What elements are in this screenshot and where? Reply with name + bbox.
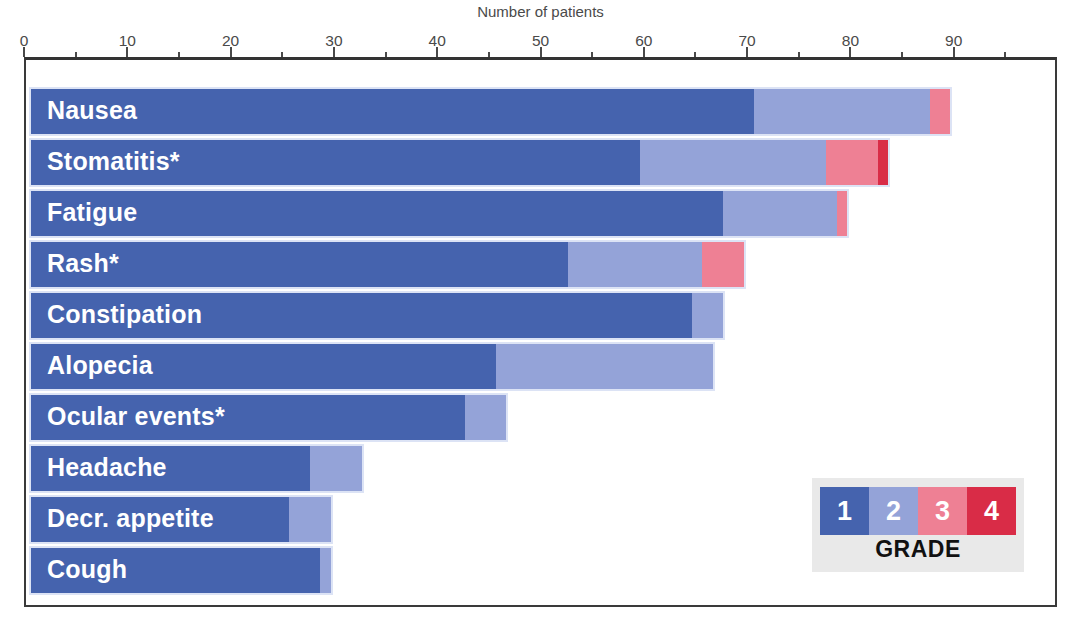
bar-segment-grade-3 [826, 140, 878, 185]
adverse-events-stacked-bar-chart: Number of patients 0 10 20 30 40 50 60 70 80 90 N… [0, 0, 1080, 623]
bar-category-label: Rash* [47, 249, 119, 278]
x-axis-tick-label: 20 [209, 32, 253, 50]
legend: 1234 GRADE [812, 478, 1024, 572]
x-axis-tick-label: 40 [415, 32, 459, 50]
x-axis-tick-label: 10 [105, 32, 149, 50]
x-axis-tick-label: 0 [2, 32, 46, 50]
legend-swatch-grade-3: 3 [918, 487, 967, 535]
bar-segment-grade-2 [568, 242, 702, 287]
bar-row: Stomatitis* [29, 138, 890, 187]
bar-row: Alopecia [29, 342, 715, 391]
bar-segment-grade-3 [702, 242, 743, 287]
bar-segment-grade-2 [289, 497, 330, 542]
bar-row: Fatigue [29, 189, 849, 238]
bar-segment-grade-4 [878, 140, 888, 185]
bar-segment-grade-2 [465, 395, 506, 440]
bar-category-label: Alopecia [47, 351, 153, 380]
bar-segment-grade-2 [723, 191, 837, 236]
bar-row: Decr. appetite [29, 495, 333, 544]
bar-segment-grade-3 [930, 89, 951, 134]
x-axis-tick-label: 80 [828, 32, 872, 50]
legend-swatch-grade-1: 1 [820, 487, 869, 535]
bar-category-label: Constipation [47, 300, 202, 329]
bar-row: Headache [29, 444, 364, 493]
legend-swatch-grade-2: 2 [869, 487, 918, 535]
legend-swatches: 1234 [812, 487, 1024, 535]
bar-segment-grade-2 [310, 446, 362, 491]
legend-swatch-grade-4: 4 [967, 487, 1016, 535]
x-axis-tick-label: 50 [519, 32, 563, 50]
bar-row: Rash* [29, 240, 746, 289]
x-axis-tick-label: 70 [725, 32, 769, 50]
bar-row: Cough [29, 546, 333, 595]
bar-segment-grade-1 [31, 89, 754, 134]
legend-title: GRADE [812, 536, 1024, 563]
bar-row: Ocular events* [29, 393, 508, 442]
x-axis-tick-label: 60 [622, 32, 666, 50]
bar-category-label: Cough [47, 555, 127, 584]
bar-segment-grade-2 [496, 344, 713, 389]
bar-category-label: Decr. appetite [47, 504, 214, 533]
bar-segment-grade-2 [640, 140, 826, 185]
bar-segment-grade-2 [692, 293, 723, 338]
bar-row: Constipation [29, 291, 725, 340]
bar-row: Nausea [29, 87, 952, 136]
x-axis-tick-label: 90 [932, 32, 976, 50]
bar-category-label: Fatigue [47, 198, 137, 227]
bar-category-label: Stomatitis* [47, 147, 180, 176]
bar-category-label: Nausea [47, 96, 137, 125]
bar-segment-grade-2 [320, 548, 330, 593]
bar-segment-grade-2 [754, 89, 930, 134]
x-axis-title: Number of patients [24, 3, 1057, 20]
bar-category-label: Headache [47, 453, 167, 482]
x-axis-tick-label: 30 [312, 32, 356, 50]
bar-segment-grade-3 [837, 191, 847, 236]
bar-category-label: Ocular events* [47, 402, 225, 431]
